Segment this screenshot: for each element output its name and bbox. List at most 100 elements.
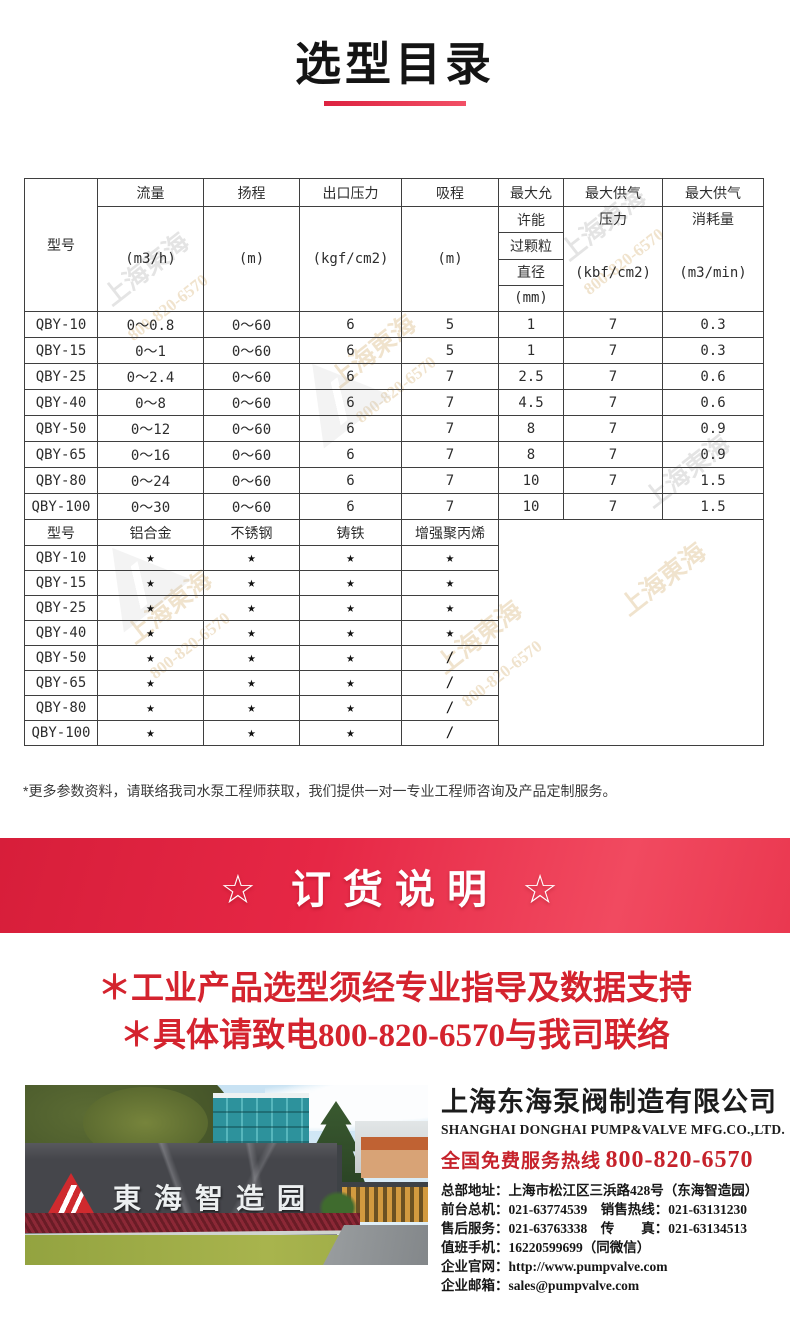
cell-air-consumption: 1.5 bbox=[662, 493, 764, 520]
cell-particle: 10 bbox=[498, 493, 564, 520]
cell-mark: ★ bbox=[97, 645, 204, 671]
cell-mark: ★ bbox=[203, 595, 300, 621]
cell-air-pressure: 7 bbox=[563, 441, 663, 468]
website-line[interactable]: 企业官网：http://www.pumpvalve.com bbox=[441, 1259, 668, 1274]
material-header-castiron: 铸铁 bbox=[299, 519, 402, 546]
cell-air-consumption: 0.6 bbox=[662, 389, 764, 416]
cell-model: QBY-25 bbox=[24, 363, 98, 390]
cell-mark: ★ bbox=[203, 645, 300, 671]
company-name-en: SHANGHAI DONGHAI PUMP&VALVE MFG.CO.,LTD. bbox=[441, 1122, 785, 1137]
header-suction: 吸程 bbox=[401, 178, 499, 207]
cell-outlet: 6 bbox=[299, 363, 402, 390]
order-banner: ☆ 订货说明 ☆ bbox=[0, 838, 790, 933]
cell-mark: ★ bbox=[299, 595, 402, 621]
air-pressure-word: 压力 bbox=[599, 212, 627, 228]
cell-air-consumption: 0.9 bbox=[662, 441, 764, 468]
spec-table: 型号 流量 扬程 出口压力 吸程 最大允 最大供气 最大供气 (m3/h) (m… bbox=[24, 178, 764, 746]
cell-particle: 8 bbox=[498, 441, 564, 468]
cell-air-consumption: 0.3 bbox=[662, 311, 764, 338]
email-line[interactable]: 企业邮箱：sales@pumpvalve.com bbox=[441, 1278, 640, 1293]
air-consumption-word: 消耗量 bbox=[692, 212, 734, 228]
cell-model: QBY-80 bbox=[24, 467, 98, 494]
cell-mark: ★ bbox=[401, 570, 499, 596]
cell-air-consumption: 0.3 bbox=[662, 337, 764, 364]
cell-suction: 7 bbox=[401, 467, 499, 494]
header-particle-l4: 直径 bbox=[498, 258, 564, 286]
cell-model: QBY-50 bbox=[24, 645, 98, 671]
cell-air-pressure: 7 bbox=[563, 389, 663, 416]
cell-suction: 7 bbox=[401, 415, 499, 442]
header-head: 扬程 bbox=[203, 178, 300, 207]
hotline: 全国免费服务热线 800-820-6570 bbox=[441, 1146, 777, 1174]
cell-air-consumption: 0.9 bbox=[662, 415, 764, 442]
cell-flow: 0～0.8 bbox=[97, 311, 204, 338]
cell-suction: 7 bbox=[401, 441, 499, 468]
header-row: (m3/h) (m) (kgf/cm2) (m) 许能 压力 (kbf/cm2)… bbox=[25, 205, 764, 312]
unit-air-pressure: (kbf/cm2) bbox=[575, 264, 651, 281]
table-row: QBY-25 0～2.4 0～60 6 7 2.5 7 0.6 bbox=[24, 363, 764, 390]
unit-head: (m) bbox=[203, 206, 300, 312]
company-logo-icon bbox=[47, 1173, 95, 1215]
cell-model: QBY-65 bbox=[24, 670, 98, 696]
material-header-stainless: 不锈钢 bbox=[203, 519, 300, 546]
company-info: 上海东海泵阀制造有限公司 SHANGHAI DONGHAI PUMP&VALVE… bbox=[441, 1086, 785, 1295]
table-row: QBY-65 0～16 0～60 6 7 8 7 0.9 bbox=[24, 441, 764, 468]
cell-head: 0～60 bbox=[203, 337, 300, 364]
table-row: QBY-80 0～24 0～60 6 7 10 7 1.5 bbox=[24, 467, 764, 494]
cell-model: QBY-80 bbox=[24, 695, 98, 721]
slogan-line: ＊工业产品选型须经专业指导及数据支持 bbox=[98, 971, 692, 1007]
cell-mark: ★ bbox=[97, 670, 204, 696]
cell-mark: / bbox=[401, 670, 499, 696]
cell-particle: 8 bbox=[498, 415, 564, 442]
cell-particle: 1 bbox=[498, 311, 564, 338]
cell-model: QBY-65 bbox=[24, 441, 98, 468]
phone-line: 前台总机：021-63774539 销售热线：021-63131230 bbox=[441, 1202, 747, 1217]
header-particle-l3: 过颗粒 bbox=[498, 232, 564, 260]
unit-air-consumption: (m3/min) bbox=[679, 264, 747, 281]
sign-text: 東海智造园 bbox=[113, 1183, 319, 1214]
cell-head: 0～60 bbox=[203, 493, 300, 520]
unit-flow: (m3/h) bbox=[97, 206, 204, 312]
cell-flow: 0～8 bbox=[97, 389, 204, 416]
cell-head: 0～60 bbox=[203, 389, 300, 416]
cell-flow: 0～30 bbox=[97, 493, 204, 520]
material-row: QBY-50 ★ ★ ★ / bbox=[24, 645, 764, 671]
cell-mark: / bbox=[401, 645, 499, 671]
cell-particle: 4.5 bbox=[498, 389, 564, 416]
cell-suction: 7 bbox=[401, 493, 499, 520]
hotline-number: 800-820-6570 bbox=[605, 1147, 754, 1173]
cell-suction: 7 bbox=[401, 363, 499, 390]
cell-mark: ★ bbox=[97, 720, 204, 746]
cell-flow: 0～1 bbox=[97, 337, 204, 364]
cell-model: QBY-10 bbox=[24, 311, 98, 338]
table-row: QBY-15 0～1 0～60 6 5 1 7 0.3 bbox=[24, 337, 764, 364]
cell-particle: 2.5 bbox=[498, 363, 564, 390]
cell-mark: ★ bbox=[299, 695, 402, 721]
cell-head: 0～60 bbox=[203, 467, 300, 494]
cell-flow: 0～24 bbox=[97, 467, 204, 494]
header-air-consumption: 最大供气 bbox=[662, 178, 764, 207]
header-row: 直径 bbox=[25, 258, 764, 286]
cell-mark: ★ bbox=[97, 545, 204, 571]
cell-mark: ★ bbox=[97, 570, 204, 596]
cell-model: QBY-15 bbox=[24, 570, 98, 596]
header-outlet-pressure: 出口压力 bbox=[299, 178, 402, 207]
cell-flow: 0～12 bbox=[97, 415, 204, 442]
order-banner-title: ☆ 订货说明 ☆ bbox=[220, 867, 570, 912]
cell-outlet: 6 bbox=[299, 337, 402, 364]
cell-suction: 5 bbox=[401, 311, 499, 338]
cell-head: 0～60 bbox=[203, 363, 300, 390]
cell-model: QBY-25 bbox=[24, 595, 98, 621]
header-row: 型号 流量 扬程 出口压力 吸程 最大允 最大供气 最大供气 bbox=[24, 178, 764, 312]
material-row: QBY-40 ★ ★ ★ ★ bbox=[24, 620, 764, 646]
building bbox=[361, 1150, 428, 1178]
header-air-pressure: 最大供气 bbox=[563, 178, 663, 207]
material-row: QBY-100 ★ ★ ★ / bbox=[24, 720, 764, 746]
cell-air-pressure: 7 bbox=[563, 363, 663, 390]
cell-mark: ★ bbox=[97, 595, 204, 621]
header-flow: 流量 bbox=[97, 178, 204, 207]
cell-mark: ★ bbox=[203, 720, 300, 746]
cell-outlet: 6 bbox=[299, 311, 402, 338]
table-row: QBY-100 0～30 0～60 6 7 10 7 1.5 bbox=[24, 493, 764, 520]
